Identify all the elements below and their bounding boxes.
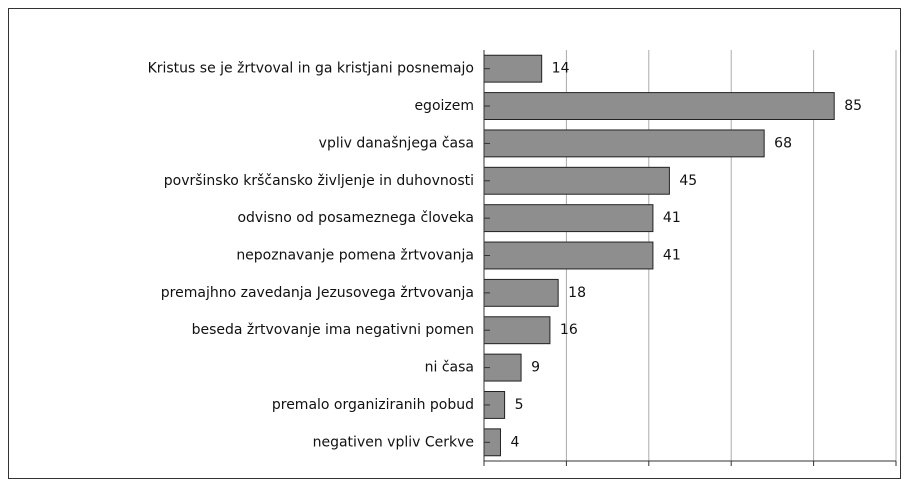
bar	[483, 54, 543, 83]
bar	[483, 92, 835, 120]
y-tick-label: negativen vpliv Cerkve	[313, 434, 474, 450]
y-tick-label: premalo organiziranih pobud	[272, 397, 474, 413]
value-label: 45	[679, 173, 697, 189]
value-label: 5	[515, 397, 524, 413]
bar	[483, 278, 559, 307]
chart-frame	[8, 8, 901, 479]
bar	[483, 353, 522, 382]
y-tick-label: nepoznavanje pomena žrtvovanja	[236, 248, 474, 264]
value-label: 9	[531, 360, 540, 376]
y-tick-label: odvisno od posameznega človeka	[237, 210, 474, 226]
y-tick-label: beseda žrtvovanje ima negativni pomen	[192, 322, 474, 338]
bar	[483, 129, 765, 158]
y-tick-label: premajhno zavedanja Jezusovega žrtvovanj…	[161, 285, 474, 301]
value-label: 18	[568, 285, 586, 301]
value-label: 16	[560, 322, 578, 338]
value-label: 41	[663, 210, 681, 226]
value-label: 41	[663, 248, 681, 264]
bar	[483, 166, 670, 195]
value-label: 14	[552, 61, 570, 77]
value-label: 4	[510, 434, 519, 450]
value-label: 68	[774, 135, 792, 151]
y-tick-label: egoizem	[414, 98, 474, 114]
y-tick-label: površinsko krščansko življenje in duhovn…	[164, 173, 474, 189]
y-tick-label: ni časa	[425, 360, 474, 376]
y-tick-label: Kristus se je žrtvoval in ga kristjani p…	[148, 61, 474, 77]
bar	[483, 204, 654, 233]
bar	[483, 241, 654, 270]
y-tick-label: vpliv današnjega časa	[319, 135, 474, 151]
value-label: 85	[844, 98, 862, 114]
bar	[483, 316, 551, 345]
